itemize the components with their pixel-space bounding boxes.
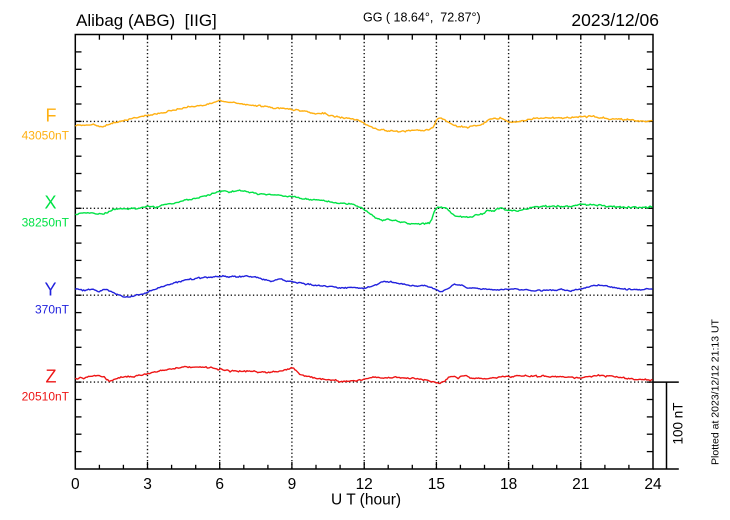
svg-text:24: 24 xyxy=(644,476,662,493)
svg-text:Plotted at 2023/12/12 21:13 UT: Plotted at 2023/12/12 21:13 UT xyxy=(710,318,722,465)
svg-text:Z: Z xyxy=(46,366,57,386)
svg-text:U T (hour): U T (hour) xyxy=(331,491,401,508)
svg-text:2023/12/06: 2023/12/06 xyxy=(571,10,659,30)
svg-text:6: 6 xyxy=(215,476,224,493)
svg-text:3: 3 xyxy=(143,476,152,493)
svg-text:Y: Y xyxy=(44,280,56,300)
svg-text:F: F xyxy=(46,106,57,126)
svg-text:GG ( 18.64°, 72.87°): GG ( 18.64°, 72.87°) xyxy=(363,11,481,25)
svg-text:12: 12 xyxy=(356,476,373,493)
svg-text:370nT: 370nT xyxy=(35,302,70,316)
svg-text:43050nT: 43050nT xyxy=(22,129,70,143)
svg-text:Alibag (ABG) [IIG]: Alibag (ABG) [IIG] xyxy=(76,11,217,30)
svg-text:100 nT: 100 nT xyxy=(671,402,686,444)
svg-text:20510nT: 20510nT xyxy=(22,389,70,403)
svg-text:21: 21 xyxy=(572,476,589,493)
svg-text:0: 0 xyxy=(71,476,80,493)
svg-text:18: 18 xyxy=(500,476,517,493)
svg-text:38250nT: 38250nT xyxy=(22,216,70,230)
svg-text:X: X xyxy=(44,193,56,213)
svg-text:9: 9 xyxy=(288,476,297,493)
svg-text:15: 15 xyxy=(428,476,445,493)
